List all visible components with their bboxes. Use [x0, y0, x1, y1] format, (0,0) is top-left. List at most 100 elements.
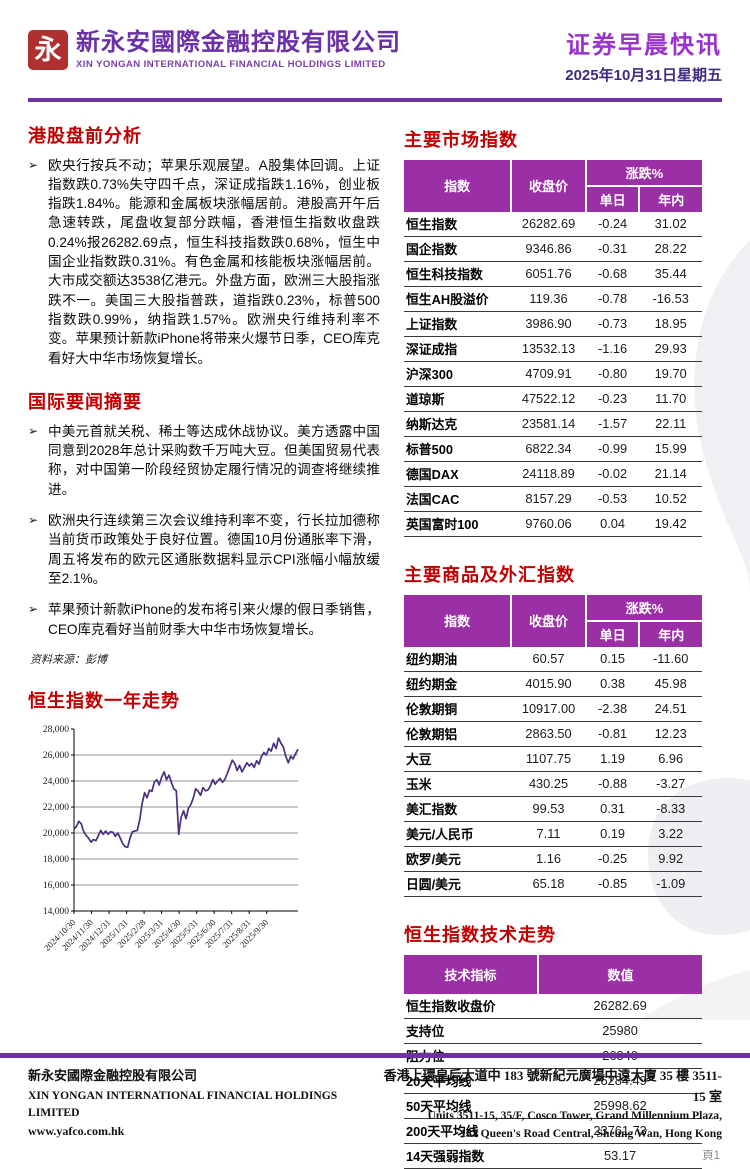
row-label: 沪深300: [404, 361, 512, 387]
row-value: -0.88: [585, 771, 640, 797]
table-row: 日圆/美元 65.18 -0.85 -1.09: [404, 871, 702, 897]
row-value: 3.22: [639, 821, 702, 847]
footer-website-link[interactable]: www.yafco.com.hk: [28, 1124, 125, 1139]
row-value: -0.73: [585, 311, 640, 337]
bullet-arrow-icon: ➢: [28, 513, 39, 528]
market-indices-table: 指数 收盘价 涨跌% 单日 年内 恒生指数 26282.69 -0.24 31.02 国企指数 93…: [404, 159, 702, 537]
row-value: 24.51: [639, 696, 702, 722]
company-brand: 永 新永安國際金融控股有限公司 XIN YONGAN INTERNATIONAL…: [28, 29, 401, 70]
row-value: 60.57: [511, 646, 586, 672]
document-title: 证券早晨快讯: [566, 32, 722, 59]
row-value: -0.31: [585, 236, 640, 262]
svg-text:20,000: 20,000: [43, 829, 69, 839]
row-label: 恒生指数收盘价: [404, 993, 539, 1019]
row-value: 4709.91: [511, 361, 586, 387]
row-value: 65.18: [511, 871, 586, 897]
row-value: 6.96: [639, 746, 702, 772]
table-row: 恒生科技指数 6051.76 -0.68 35.44: [404, 261, 702, 287]
table-row: 法国CAC 8157.29 -0.53 10.52: [404, 486, 702, 512]
row-label: 英国富时100: [404, 511, 512, 537]
table-row: 欧罗/美元 1.16 -0.25 9.92: [404, 846, 702, 872]
bullet-text: 中美元首就关税、稀土等达成休战协议。美方透露中国同意到2028年总计采购数千万吨…: [48, 423, 380, 497]
footer-company-en: XIN YONGAN INTERNATIONAL FINANCIAL HOLDI…: [28, 1088, 338, 1120]
svg-text:28,000: 28,000: [43, 725, 69, 735]
row-value: 2863.50: [511, 721, 586, 747]
bullet-arrow-icon: ➢: [28, 602, 39, 617]
row-value: -0.78: [585, 286, 640, 312]
row-value: -1.09: [639, 871, 702, 897]
row-value: 29.93: [639, 336, 702, 362]
column-header: 指数: [404, 159, 512, 212]
bullet-text: 欧央行按兵不动；苹果乐观展望。A股集体回调。上证指数跌0.73%失守四千点，深证…: [48, 157, 380, 366]
page-footer: 新永安國際金融控股有限公司 XIN YONGAN INTERNATIONAL F…: [0, 1053, 750, 1168]
row-value: 11.70: [639, 386, 702, 412]
table-row: 纽约期油 60.57 0.15 -11.60: [404, 646, 702, 672]
section-title-hsi-technical: 恒生指数技术走势: [404, 924, 556, 945]
row-label: 美元/人民币: [404, 821, 512, 847]
table-row: 纽约期金 4015.90 0.38 45.98: [404, 671, 702, 697]
table-row: 恒生指数 26282.69 -0.24 31.02: [404, 211, 702, 237]
row-value: 15.99: [639, 436, 702, 462]
right-column: 主要市场指数 指数 收盘价 涨跌% 单日 年内 恒生指数 26282.69 -0.24 31.0…: [404, 102, 702, 1169]
footer-divider: [0, 1053, 750, 1059]
row-value: 10917.00: [511, 696, 586, 722]
row-value: 26282.69: [538, 993, 702, 1019]
row-label: 德国DAX: [404, 461, 512, 487]
row-value: 12.23: [639, 721, 702, 747]
table-row: 伦敦期铝 2863.50 -0.81 12.23: [404, 721, 702, 747]
row-value: 35.44: [639, 261, 702, 287]
bullet-item: ➢ 欧洲央行连续第三次会议维持利率不变，行长拉加德称当前货币政策处于良好位置。德国…: [28, 511, 380, 588]
svg-text:26,000: 26,000: [43, 751, 69, 761]
row-value: 7.11: [511, 821, 586, 847]
table-row: 大豆 1107.75 1.19 6.96: [404, 746, 702, 772]
row-value: 0.19: [585, 821, 640, 847]
table-row: 上证指数 3986.90 -0.73 18.95: [404, 311, 702, 337]
header-divider: [28, 97, 722, 102]
commodity-fx-table: 指数 收盘价 涨跌% 单日 年内 纽约期油 60.57 0.15 -11.60 纽约期金 4015.…: [404, 594, 702, 897]
table-row: 伦敦期铜 10917.00 -2.38 24.51: [404, 696, 702, 722]
row-value: -0.68: [585, 261, 640, 287]
table-row: 德国DAX 24118.89 -0.02 21.14: [404, 461, 702, 487]
row-label: 深证成指: [404, 336, 512, 362]
row-value: 28.22: [639, 236, 702, 262]
table-row: 标普500 6822.34 -0.99 15.99: [404, 436, 702, 462]
row-value: 9.92: [639, 846, 702, 872]
document-date: 2025年10月31日星期五: [565, 66, 722, 84]
row-label: 大豆: [404, 746, 512, 772]
section-title-hsi-chart: 恒生指数一年走势: [28, 690, 180, 711]
hsi-line-chart-svg: 14,000 16,000 18,000 20,000 22,000 24,000 26,0…: [42, 725, 299, 953]
column-header: 单日: [584, 184, 640, 212]
row-value: -0.23: [585, 386, 640, 412]
section-title-hk-premarket: 港股盘前分析: [28, 125, 142, 146]
section-title-intl-news: 国际要闻摘要: [28, 391, 142, 412]
row-label: 欧罗/美元: [404, 846, 512, 872]
row-label: 日圆/美元: [404, 871, 512, 897]
row-value: 23581.14: [511, 411, 586, 437]
row-value: 9760.06: [511, 511, 586, 537]
section-title-commodity-fx: 主要商品及外汇指数: [404, 564, 575, 585]
column-header: 收盘价: [510, 594, 586, 647]
row-value: -0.81: [585, 721, 640, 747]
row-value: -3.27: [639, 771, 702, 797]
column-header-group: 涨跌%: [584, 159, 702, 186]
table-row: 国企指数 9346.86 -0.31 28.22: [404, 236, 702, 262]
row-value: 19.42: [639, 511, 702, 537]
footer-address-en1: Units 3511-15, 35/F, Cosco Tower, Grand …: [427, 1108, 722, 1122]
table-row: 纳斯达克 23581.14 -1.57 22.11: [404, 411, 702, 437]
section-title-market-indices: 主要市场指数: [404, 129, 518, 150]
row-value: 25980: [538, 1018, 702, 1044]
table-row: 恒生指数收盘价 26282.69: [404, 993, 702, 1019]
data-table: 指数 收盘价 涨跌% 单日 年内 恒生指数 26282.69 -0.24 31.02 国企指数 93…: [404, 159, 702, 537]
row-value: -1.16: [585, 336, 640, 362]
row-label: 伦敦期铝: [404, 721, 512, 747]
row-label: 上证指数: [404, 311, 512, 337]
row-value: 6822.34: [511, 436, 586, 462]
footer-address-en2: 183 Queen's Road Central, Sheung Wan, Ho…: [460, 1126, 722, 1140]
row-value: 0.04: [585, 511, 640, 537]
row-label: 支持位: [404, 1018, 539, 1044]
table-row: 英国富时100 9760.06 0.04 19.42: [404, 511, 702, 537]
row-label: 纳斯达克: [404, 411, 512, 437]
row-value: 3986.90: [511, 311, 586, 337]
column-header: 年内: [638, 619, 702, 647]
row-label: 恒生AH股溢价: [404, 286, 512, 312]
